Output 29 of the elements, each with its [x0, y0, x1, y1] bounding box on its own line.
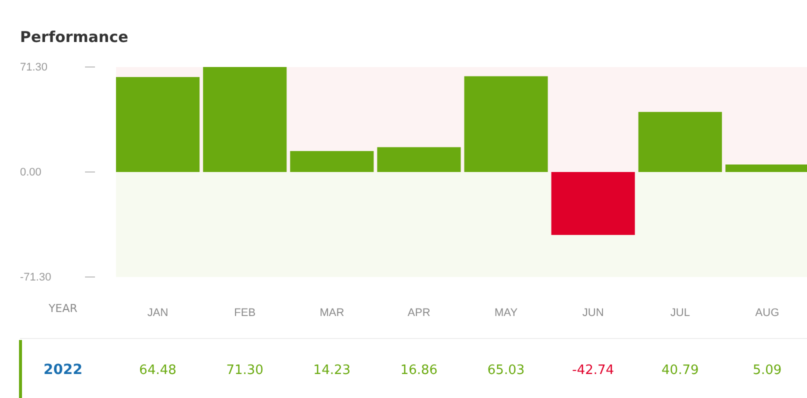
x-tick-label: APR: [408, 306, 430, 319]
x-tick-label: JUL: [670, 306, 690, 319]
chart-title: Performance: [20, 28, 128, 46]
x-axis-title: YEAR: [48, 302, 78, 315]
data-label: 64.48: [139, 363, 176, 378]
bar: [290, 151, 374, 172]
y-tick-label: -71.30: [20, 272, 52, 284]
data-label: 40.79: [662, 363, 699, 378]
text: 2022: [44, 362, 82, 378]
x-tick-label: JUN: [582, 306, 604, 319]
bar: [464, 76, 548, 172]
bar: [638, 112, 722, 172]
bar: [551, 172, 635, 235]
bar: [116, 77, 200, 172]
data-label: 71.30: [226, 363, 264, 378]
data-label: 5.09: [752, 363, 782, 378]
y-tick-label: 0.00: [20, 166, 42, 179]
bar: [203, 67, 287, 172]
data-label: -42.74: [572, 363, 614, 378]
x-tick-label: FEB: [234, 306, 256, 319]
bar: [377, 147, 461, 172]
x-tick-label: JAN: [147, 306, 168, 319]
data-label: 65.03: [487, 363, 525, 378]
y-tick-label: 71.30: [20, 62, 48, 74]
x-tick-label: MAR: [320, 306, 344, 319]
x-tick-label: MAY: [494, 306, 518, 319]
data-label: 14.23: [313, 363, 351, 378]
data-label: 16.86: [400, 363, 438, 378]
x-tick-label: AUG: [755, 306, 780, 319]
